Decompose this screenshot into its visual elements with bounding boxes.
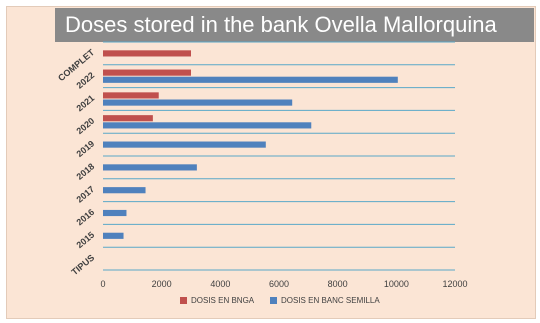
x-tick-label: 10000 [384, 279, 409, 289]
x-tick-label: 0 [100, 279, 105, 289]
title-banner: Doses stored in the bank Ovella Mallorqu… [55, 8, 534, 42]
chart-title: Doses stored in the bank Ovella Mallorqu… [65, 12, 497, 37]
bar-dosis-en-banc-semilla [103, 141, 266, 148]
category-label: 2017 [75, 184, 97, 205]
x-tick-label: 8000 [328, 279, 348, 289]
legend-label: DOSIS EN BNGA [191, 296, 255, 305]
category-label: 2022 [75, 70, 97, 91]
bar-dosis-en-bnga [103, 92, 159, 99]
legend-swatch [180, 297, 187, 304]
bar-dosis-en-banc-semilla [103, 99, 293, 106]
category-label: 2018 [75, 161, 97, 182]
category-label: 2015 [75, 230, 97, 251]
legend-swatch [270, 297, 277, 304]
bar-dosis-en-bnga [103, 50, 191, 57]
x-tick-label: 2000 [152, 279, 172, 289]
x-tick-label: 4000 [210, 279, 230, 289]
x-tick-label: 12000 [442, 279, 467, 289]
bar-dosis-en-banc-semilla [103, 209, 127, 217]
bar-dosis-en-banc-semilla [103, 122, 312, 129]
x-tick-label: 6000 [269, 279, 289, 289]
category-label: 2016 [75, 207, 97, 228]
category-label: 2020 [75, 116, 97, 137]
bar-dosis-en-banc-semilla [103, 164, 197, 171]
category-label: 2021 [75, 93, 97, 114]
bar-dosis-en-banc-semilla [103, 187, 146, 194]
bar-dosis-en-bnga [103, 115, 153, 122]
category-label: TIPUS [70, 252, 97, 277]
bar-dosis-en-banc-semilla [103, 232, 124, 239]
chart-frame [6, 6, 536, 319]
legend-label: DOSIS EN BANC SEMILLA [281, 296, 380, 305]
bar-dosis-en-banc-semilla [103, 76, 398, 83]
bar-dosis-en-bnga [103, 69, 191, 76]
category-label: 2019 [75, 138, 97, 159]
